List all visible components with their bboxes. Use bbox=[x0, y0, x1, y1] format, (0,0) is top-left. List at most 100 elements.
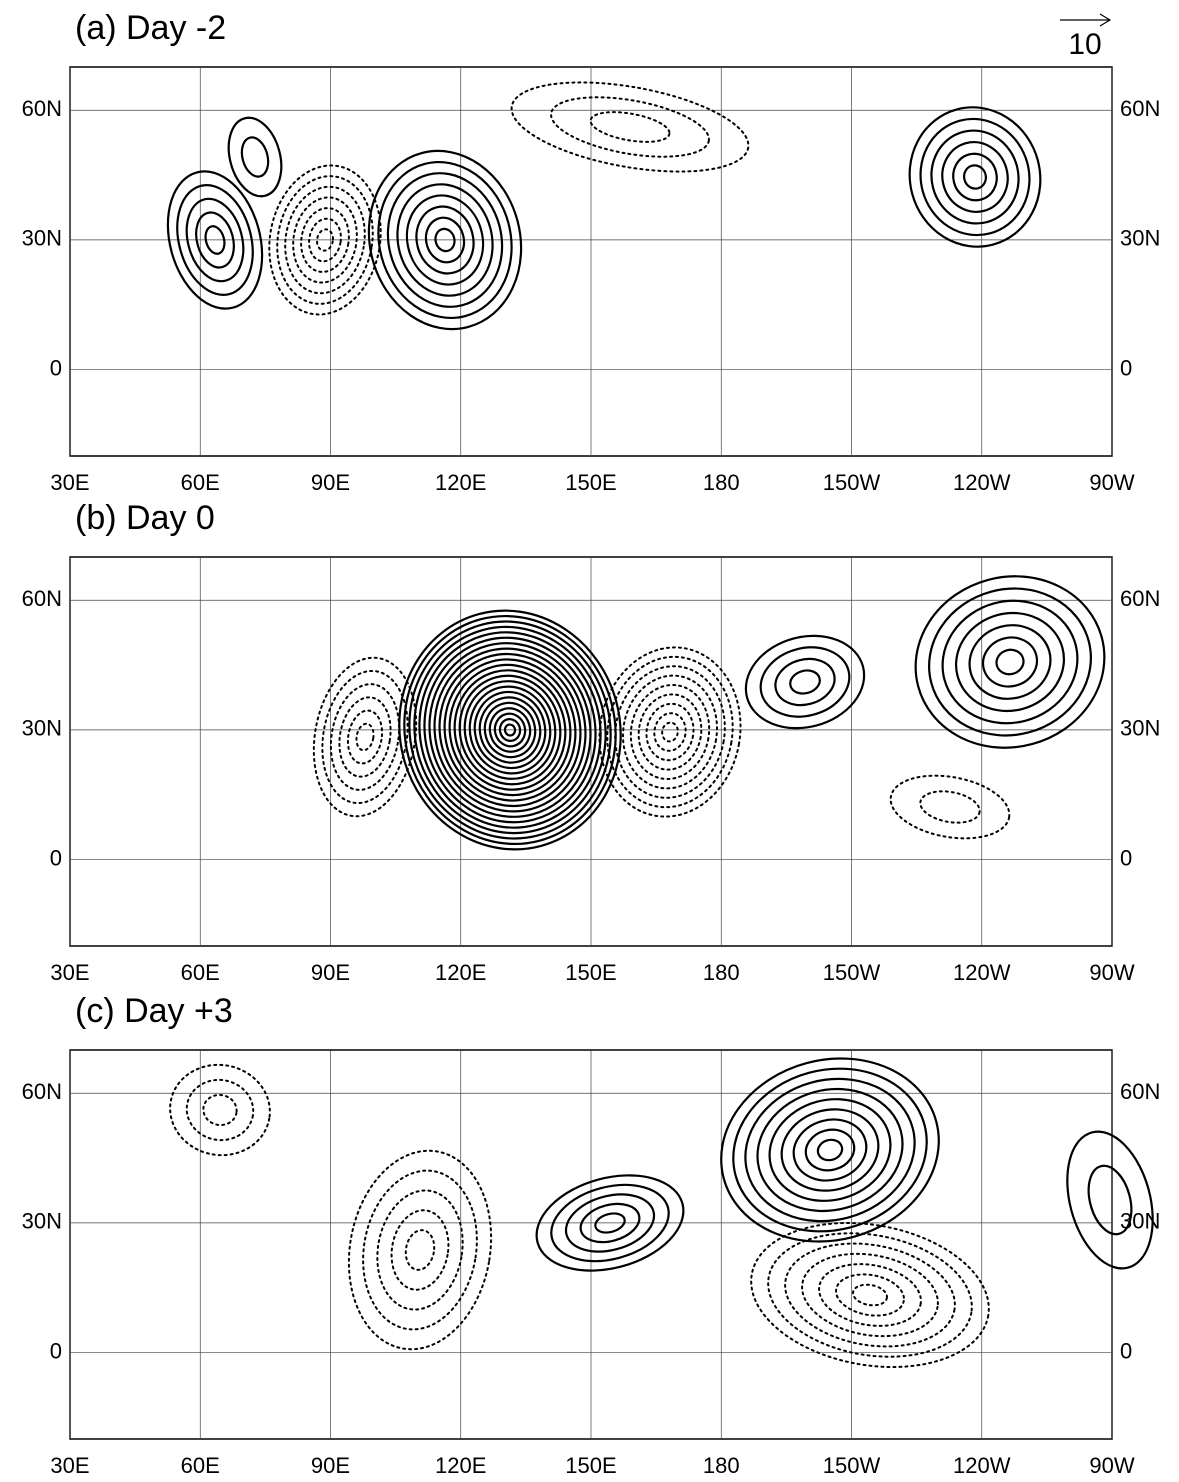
lat-label: 0 bbox=[1120, 355, 1132, 380]
lon-label: 90W bbox=[1089, 960, 1134, 985]
positive-contour bbox=[756, 1087, 904, 1213]
positive-contour bbox=[720, 1057, 940, 1243]
lat-label: 30N bbox=[22, 1209, 62, 1234]
negative-contour bbox=[589, 111, 671, 143]
negative-contour bbox=[750, 1221, 990, 1369]
lon-label: 90W bbox=[1089, 470, 1134, 495]
lat-label: 30N bbox=[22, 226, 62, 251]
lon-label: 180 bbox=[703, 470, 740, 495]
lon-label: 90E bbox=[311, 470, 350, 495]
lon-label: 120E bbox=[435, 1453, 486, 1478]
positive-contour bbox=[968, 624, 1052, 700]
lon-label: 30E bbox=[50, 470, 89, 495]
positive-contour bbox=[908, 106, 1042, 248]
positive-contour bbox=[774, 657, 836, 707]
positive-contour bbox=[816, 1138, 844, 1162]
panel-title: (b) Day 0 bbox=[75, 499, 215, 537]
lon-label: 180 bbox=[703, 1453, 740, 1478]
panel-title: (a) Day -2 bbox=[75, 9, 226, 47]
positive-contour bbox=[1087, 1164, 1133, 1236]
negative-contour bbox=[276, 175, 374, 305]
negative-contour bbox=[362, 1169, 478, 1331]
positive-contour bbox=[804, 1128, 856, 1172]
lon-label: 90E bbox=[311, 1453, 350, 1478]
positive-contour bbox=[227, 116, 283, 198]
negative-contour bbox=[316, 228, 334, 252]
positive-contour bbox=[473, 690, 547, 770]
positive-contour bbox=[768, 1098, 892, 1202]
negative-contour bbox=[346, 709, 384, 765]
negative-contour bbox=[919, 790, 981, 824]
negative-contour bbox=[645, 702, 695, 762]
positive-contour bbox=[386, 172, 504, 308]
lat-label: 30N bbox=[1120, 226, 1160, 251]
reference-label: 10 bbox=[1068, 28, 1101, 61]
positive-contour bbox=[535, 1174, 685, 1272]
contours bbox=[169, 1057, 1154, 1369]
positive-contour bbox=[759, 646, 851, 718]
positive-contour bbox=[488, 707, 532, 753]
panel-title: (c) Day +3 bbox=[75, 992, 233, 1030]
negative-contour bbox=[169, 1063, 271, 1157]
lon-label: 120E bbox=[435, 470, 486, 495]
negative-contour bbox=[390, 1209, 450, 1291]
negative-contour bbox=[835, 1273, 905, 1317]
positive-contour bbox=[403, 614, 617, 846]
lat-label: 60N bbox=[22, 586, 62, 611]
positive-contour bbox=[550, 1183, 670, 1263]
positive-contour bbox=[503, 723, 517, 737]
negative-contour bbox=[312, 656, 418, 818]
negative-contour bbox=[606, 655, 734, 809]
positive-contour bbox=[415, 205, 475, 275]
contours bbox=[166, 81, 1042, 331]
positive-contour bbox=[744, 634, 866, 730]
negative-contour bbox=[300, 207, 350, 273]
lat-label: 30N bbox=[1120, 716, 1160, 741]
positive-contour bbox=[448, 663, 572, 797]
positive-contour bbox=[408, 620, 612, 840]
positive-contour bbox=[195, 211, 235, 269]
lon-label: 60E bbox=[181, 470, 220, 495]
negative-contour bbox=[889, 774, 1011, 840]
positive-contour bbox=[952, 152, 998, 202]
positive-contour bbox=[493, 712, 527, 748]
positive-contour bbox=[433, 647, 587, 813]
positive-contour bbox=[367, 149, 523, 331]
negative-contour bbox=[818, 1263, 922, 1327]
lon-label: 150W bbox=[823, 470, 881, 495]
lon-label: 120W bbox=[953, 470, 1011, 495]
lon-label: 120W bbox=[953, 960, 1011, 985]
positive-contour bbox=[483, 701, 537, 759]
negative-contour bbox=[801, 1252, 939, 1338]
negative-contour bbox=[284, 185, 366, 295]
negative-contour bbox=[614, 665, 726, 799]
positive-contour bbox=[789, 669, 821, 695]
lon-label: 120W bbox=[953, 1453, 1011, 1478]
negative-contour bbox=[550, 96, 710, 158]
positive-contour bbox=[941, 599, 1079, 725]
positive-contour bbox=[443, 658, 577, 802]
lon-label: 120E bbox=[435, 960, 486, 985]
negative-contour bbox=[852, 1283, 888, 1307]
positive-contour bbox=[954, 611, 1066, 713]
positive-contour bbox=[919, 117, 1031, 237]
lat-label: 0 bbox=[50, 845, 62, 870]
negative-contour bbox=[202, 1093, 238, 1127]
negative-contour bbox=[321, 669, 409, 805]
positive-contour bbox=[463, 680, 557, 780]
positive-contour bbox=[1066, 1130, 1154, 1270]
negative-contour bbox=[292, 196, 358, 284]
contours bbox=[312, 575, 1106, 851]
map-panel: (c) Day +3 30E 60E 90E 120E 150E 180 150W 120W 90… bbox=[22, 992, 1161, 1478]
lat-label: 60N bbox=[1120, 586, 1160, 611]
negative-contour bbox=[629, 684, 711, 780]
negative-contour bbox=[404, 1229, 436, 1271]
lon-label: 150W bbox=[823, 1453, 881, 1478]
map-panel: (b) Day 0 30E 60E 90E 120E 150E 180 150W 120W 90W… bbox=[22, 499, 1161, 985]
positive-contour bbox=[428, 642, 592, 818]
positive-contour bbox=[594, 1212, 626, 1234]
positive-contour bbox=[176, 184, 254, 296]
positive-contour bbox=[914, 575, 1106, 749]
negative-contour bbox=[637, 693, 703, 771]
